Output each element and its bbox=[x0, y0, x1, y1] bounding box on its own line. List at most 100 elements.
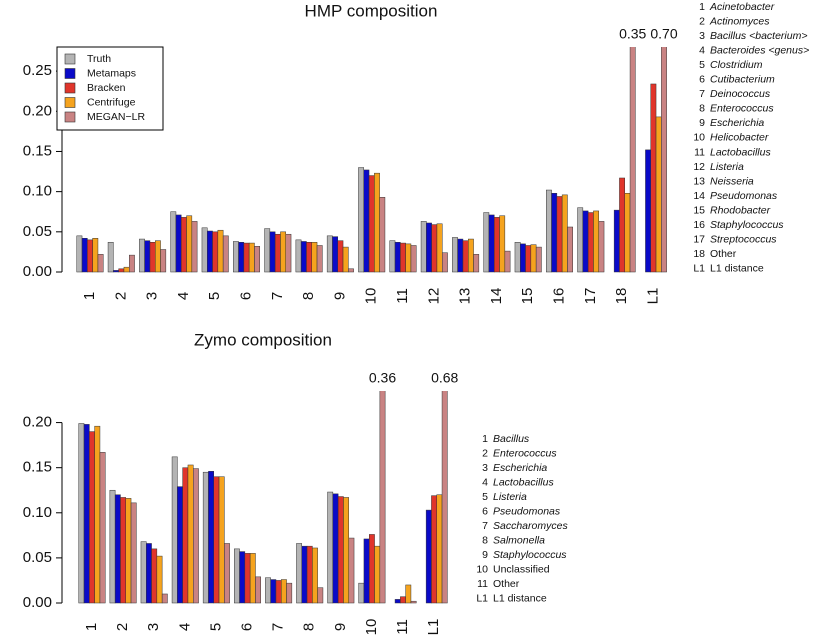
x-tick-label: 10 bbox=[363, 619, 380, 636]
bar bbox=[187, 464, 194, 604]
bar bbox=[285, 233, 292, 273]
bar bbox=[175, 214, 182, 273]
legend-swatch bbox=[64, 53, 76, 65]
value-label: 0.36 bbox=[369, 370, 396, 386]
bar bbox=[280, 231, 287, 273]
bar bbox=[358, 167, 365, 273]
x-tick-label: 10 bbox=[363, 288, 380, 305]
key-name: Lactobacillus bbox=[493, 476, 554, 488]
y-tick-label: 0.00 bbox=[23, 263, 52, 280]
key-number: 8 bbox=[699, 103, 705, 115]
bar bbox=[151, 548, 158, 604]
x-tick-label: 18 bbox=[613, 288, 630, 305]
bar bbox=[520, 243, 526, 273]
y-tick-label: 0.25 bbox=[23, 62, 52, 79]
key-name: Listeria bbox=[493, 491, 527, 503]
bar bbox=[118, 268, 125, 273]
bar bbox=[269, 231, 276, 273]
key-name: Other bbox=[710, 248, 737, 260]
key-name: Bacteroides <genus> bbox=[710, 44, 809, 56]
key-name: Clostridium bbox=[710, 59, 763, 71]
bar bbox=[107, 242, 114, 273]
bar bbox=[452, 237, 458, 273]
bar bbox=[358, 582, 365, 604]
y-tick-label: 0.05 bbox=[23, 223, 52, 240]
bar bbox=[182, 467, 189, 604]
bar bbox=[123, 266, 130, 273]
x-tick-label: 5 bbox=[207, 623, 224, 631]
x-tick-label: 11 bbox=[394, 619, 411, 635]
bar bbox=[431, 224, 438, 273]
key-name: Enterococcus bbox=[710, 103, 774, 115]
bar bbox=[400, 242, 406, 273]
bar bbox=[208, 471, 214, 604]
key-name: Salmonella bbox=[493, 534, 545, 546]
bar bbox=[87, 239, 93, 273]
key-name: Neisseria bbox=[710, 175, 754, 187]
key-number: 15 bbox=[693, 204, 705, 216]
bar bbox=[149, 242, 156, 273]
bar bbox=[332, 493, 339, 604]
key-number: 6 bbox=[482, 505, 488, 517]
bar bbox=[613, 209, 620, 273]
bar bbox=[140, 541, 147, 604]
x-tick-label: 16 bbox=[550, 288, 567, 305]
bar bbox=[499, 215, 506, 273]
bar bbox=[212, 231, 219, 273]
y-tick-label: 0.10 bbox=[23, 183, 52, 200]
bar bbox=[394, 242, 401, 273]
bar bbox=[255, 576, 261, 604]
key-number: 10 bbox=[476, 563, 488, 575]
bar bbox=[337, 496, 344, 604]
bar bbox=[202, 471, 209, 604]
bar bbox=[301, 545, 308, 604]
bar bbox=[410, 245, 417, 273]
bar bbox=[379, 197, 386, 273]
bar bbox=[530, 244, 537, 273]
key-number: 17 bbox=[693, 234, 705, 246]
bar bbox=[129, 254, 135, 273]
bar bbox=[593, 210, 600, 273]
bar bbox=[92, 238, 99, 273]
bar bbox=[113, 270, 119, 273]
x-tick-label: 4 bbox=[175, 292, 192, 300]
bar bbox=[286, 582, 293, 604]
key-name: Bacillus bbox=[493, 433, 530, 445]
key-name: Unclassified bbox=[493, 563, 550, 575]
legend-swatch bbox=[64, 111, 76, 123]
bar bbox=[281, 579, 287, 604]
bar bbox=[306, 545, 313, 604]
key-name: Bacillus <bacterium> bbox=[710, 30, 807, 42]
y-tick-label: 0.20 bbox=[23, 414, 52, 431]
x-tick-label: 6 bbox=[238, 623, 255, 631]
bar bbox=[363, 538, 370, 604]
key-number: 13 bbox=[693, 175, 705, 187]
key-number: 7 bbox=[482, 520, 488, 532]
bar bbox=[238, 242, 245, 273]
bar bbox=[218, 476, 225, 604]
key-number: 5 bbox=[482, 491, 488, 503]
x-tick-label: 2 bbox=[112, 292, 129, 300]
bar bbox=[567, 226, 574, 273]
bar bbox=[76, 235, 83, 273]
y-tick-label: 0.15 bbox=[23, 142, 52, 159]
bar bbox=[160, 249, 167, 273]
bar bbox=[217, 229, 224, 273]
key-name: Cutibacterium bbox=[710, 74, 775, 86]
legend-swatch bbox=[64, 82, 76, 94]
bar bbox=[431, 495, 438, 604]
bar bbox=[316, 245, 323, 273]
x-tick-label: 1 bbox=[83, 623, 100, 631]
key-number: L1 bbox=[476, 592, 488, 604]
key-name: Enterococcus bbox=[493, 447, 557, 459]
bar bbox=[587, 212, 594, 273]
bar bbox=[342, 246, 349, 273]
bar bbox=[222, 235, 229, 273]
bar bbox=[504, 250, 511, 273]
bar bbox=[81, 238, 88, 273]
bar bbox=[201, 227, 208, 273]
x-tick-label: 17 bbox=[582, 288, 599, 305]
key-number: 1 bbox=[482, 433, 488, 445]
bar bbox=[379, 391, 386, 604]
